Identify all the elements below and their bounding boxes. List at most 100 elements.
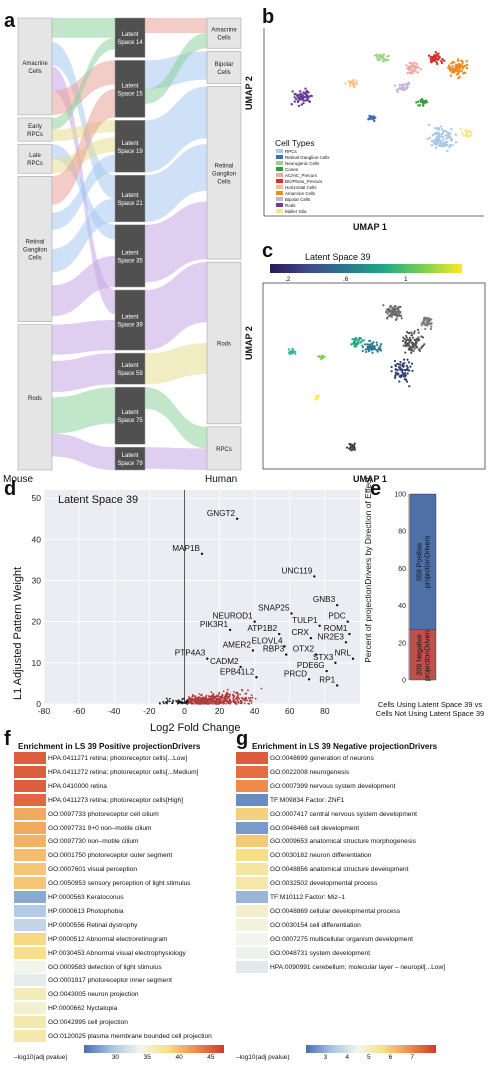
umap-point (450, 62, 453, 65)
y-tick-label: 10 (32, 658, 42, 668)
umap-point (392, 311, 395, 314)
umap-point (393, 359, 396, 363)
umap-point (470, 132, 473, 135)
umap-c-xlabel: UMAP 1 (353, 474, 387, 484)
bar-segment-label: 559 PositiveprojectionDrivers (417, 535, 432, 588)
umap-point (428, 123, 431, 127)
term-label: HPA:0411272 retina; photoreceptor cells[… (48, 768, 199, 776)
umap-b-xlabel: UMAP 1 (353, 222, 387, 232)
x-tick-label: 40 (250, 706, 260, 716)
heat-cell (14, 932, 46, 946)
umap-point (410, 334, 413, 337)
x-tick-label: -60 (73, 706, 86, 716)
data-point (192, 694, 194, 696)
data-point (184, 702, 187, 704)
data-point (190, 701, 192, 704)
term-label: HPA:0411271 retina; photoreceptor cells[… (48, 755, 188, 762)
neg-colorbar (306, 1045, 436, 1053)
enrichment-row: GO:0009653 anatomical structure morphoge… (236, 835, 416, 849)
data-point (163, 702, 165, 705)
sankey-flow (145, 262, 207, 351)
data-point (240, 702, 243, 705)
legend-item: Muller Glia (276, 208, 330, 214)
data-point (196, 701, 199, 704)
sankey-flow (52, 353, 115, 393)
legend-item: Rods (276, 202, 330, 208)
data-point (225, 702, 228, 705)
umap-point (367, 345, 370, 349)
umap-point (294, 98, 298, 101)
umap-point (418, 348, 421, 351)
data-point (247, 702, 250, 705)
sankey-flow (52, 154, 115, 230)
y-tick-label: 100 (394, 492, 406, 499)
umap-point (375, 53, 379, 56)
umap-point (403, 361, 406, 365)
umap-point (376, 57, 379, 61)
data-point (260, 687, 263, 690)
enrichment-row: GO:0042995 cell projection (14, 1016, 128, 1030)
umap-point (380, 343, 383, 346)
legend-swatch (276, 185, 283, 189)
umap-point (412, 349, 415, 352)
umap-point (434, 132, 438, 135)
y-tick-label: 50 (32, 493, 42, 503)
umap-point (428, 319, 431, 323)
gene-point (335, 604, 339, 607)
umap-point (400, 317, 403, 320)
umap-point (447, 64, 451, 67)
umap-point (401, 339, 405, 343)
umap-point (396, 310, 399, 313)
umap-point (321, 354, 324, 357)
colorbar-tick: 6 (388, 1054, 393, 1061)
data-point (220, 695, 223, 698)
umap-point (384, 310, 388, 314)
human-node-label: Retinal (215, 163, 234, 169)
umap-point (396, 90, 399, 94)
term-label: GO:0007417 central nervous system develo… (270, 810, 417, 818)
neg-colorbar-label: –log10(adj pvalue) (236, 1054, 290, 1061)
umap-point (405, 336, 408, 339)
umap-point (408, 66, 411, 69)
umap-point (464, 64, 467, 67)
umap-point (450, 127, 453, 131)
umap-point (442, 141, 445, 144)
umap-point (393, 84, 397, 87)
term-label: GO:0042995 cell projection (48, 1019, 128, 1027)
enrichment-row: HP:0000613 Photophobia (14, 904, 124, 918)
mouse-node-label: Early (28, 124, 42, 130)
data-point (168, 697, 171, 700)
umap-point (415, 346, 419, 349)
umap-point (302, 99, 305, 102)
gene-label: STX3 (313, 653, 334, 662)
data-point (203, 702, 205, 705)
umap-point (437, 131, 440, 135)
umap-point (354, 342, 358, 345)
human-node-label: Cells (217, 179, 230, 185)
gridlines (43, 490, 360, 705)
umap-point (302, 91, 305, 94)
sankey-flow (145, 18, 207, 34)
data-point (216, 702, 219, 705)
umap-point (426, 319, 429, 323)
enrichment-row: TF:M10112 Factor: Miz–1 (236, 891, 345, 904)
heat-cell (14, 835, 46, 849)
sankey-flow (52, 198, 115, 273)
umap-point (434, 51, 437, 54)
data-point (235, 698, 237, 700)
term-label: GO:0048731 system development (270, 949, 371, 957)
data-point (219, 701, 222, 704)
data-point (168, 700, 171, 703)
gene-label: RBP3 (263, 645, 285, 654)
umap-point (437, 137, 440, 141)
umap-point (449, 132, 452, 135)
y-tick-label: 0 (402, 678, 406, 685)
gene-label: EPB41L2 (220, 667, 255, 676)
umap-point (439, 144, 443, 148)
mouse-node (17, 143, 53, 174)
umap-point (385, 317, 389, 320)
umap-point (348, 447, 351, 450)
umap-point (389, 309, 392, 313)
latent-tick-0: .2 (285, 276, 291, 283)
